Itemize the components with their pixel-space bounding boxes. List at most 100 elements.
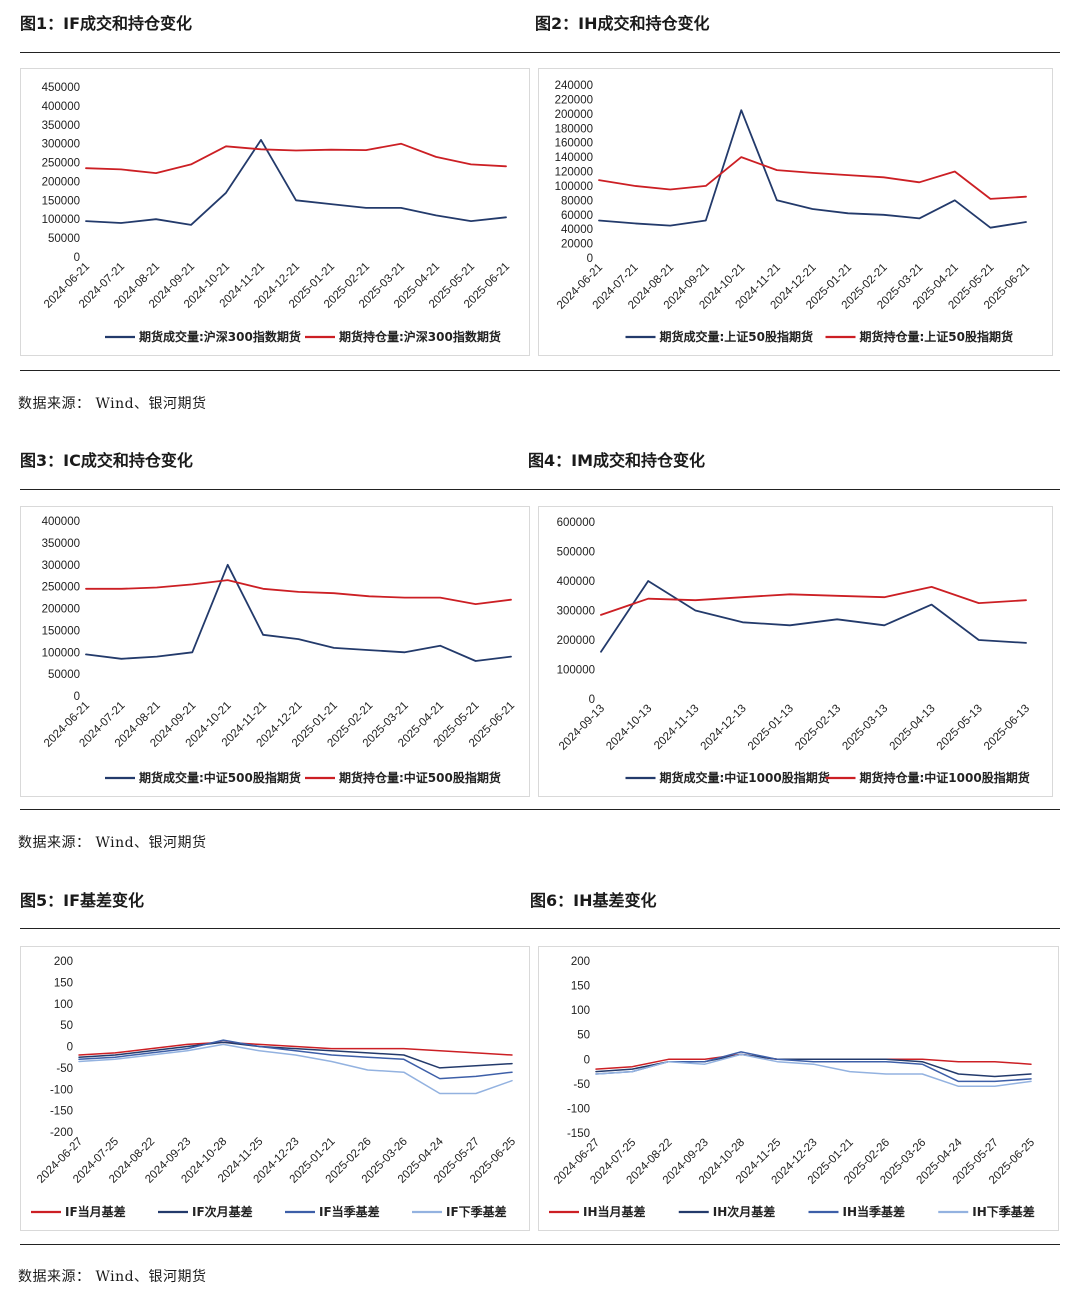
series-line-3 <box>78 1039 513 1080</box>
y-tick-label: 120000 <box>555 167 593 179</box>
series-line-1 <box>85 139 507 226</box>
series-line-2 <box>85 142 507 174</box>
x-tick-label: 2024-11-13 <box>652 703 701 752</box>
y-tick-label: 500000 <box>557 547 595 559</box>
y-tick-label: 350000 <box>42 538 80 550</box>
figure-5-title: 图5：IF基差变化 <box>20 891 145 910</box>
legend-label: 期货持仓量:上证50股指期货 <box>860 329 1014 344</box>
y-tick-label: 60000 <box>561 210 593 222</box>
legend-label: 期货持仓量:中证1000股指期货 <box>860 770 1030 785</box>
x-tick-label: 2025-05-13 <box>935 703 985 753</box>
legend-label: IH当月基差 <box>583 1204 646 1219</box>
y-tick-label: 0 <box>589 694 595 706</box>
y-tick-label: 150000 <box>42 195 80 207</box>
figure-2-title: 图2：IH成交和持仓变化 <box>535 14 710 33</box>
y-tick-label: 200000 <box>557 635 595 647</box>
x-tick-label: 2024-09-13 <box>557 703 607 753</box>
y-tick-label: 100000 <box>42 647 80 659</box>
y-tick-label: 450000 <box>42 82 80 94</box>
series-line-2 <box>78 1041 513 1069</box>
y-tick-label: 400000 <box>42 516 80 528</box>
y-tick-label: 300000 <box>557 606 595 618</box>
y-tick-label: -50 <box>573 1079 590 1091</box>
series-line-1 <box>85 563 512 662</box>
legend-label: 期货成交量:中证1000股指期货 <box>660 770 830 785</box>
legend-label: 期货持仓量:中证500股指期货 <box>339 770 501 785</box>
legend-label: 期货成交量:沪深300指数期货 <box>139 329 301 344</box>
figure-6-chart: -150-100-500501001502002024-06-272024-07… <box>549 956 1037 1219</box>
divider <box>20 52 1060 53</box>
y-tick-label: 600000 <box>557 517 595 529</box>
divider <box>20 928 1060 929</box>
series-line-4 <box>595 1053 1032 1088</box>
divider <box>20 489 1060 490</box>
y-tick-label: -100 <box>567 1103 590 1115</box>
y-tick-label: 150 <box>571 981 590 993</box>
figure-6-chart-panel: -150 -100 -50 0 50 100 150 200 2024-06-27 2024-07… <box>538 946 1059 1231</box>
figure-4-chart: 0 100000 200000 300000 400000 500000 600000 202… <box>557 517 1032 785</box>
series-line-2 <box>595 1053 1032 1078</box>
figure-1-chart-panel: 0 50000 100000 150000 200000 250000 300000 3500… <box>20 68 530 356</box>
y-tick-label: 160000 <box>555 138 593 150</box>
y-tick-label: 200000 <box>42 604 80 616</box>
y-tick-label: 200000 <box>555 109 593 121</box>
legend-label: IF当月基差 <box>65 1204 126 1219</box>
y-tick-label: 20000 <box>561 239 593 251</box>
x-tick-label: 2025-04-13 <box>888 703 938 753</box>
divider <box>20 1244 1060 1245</box>
y-tick-label: 240000 <box>555 80 593 92</box>
figure-4-title: 图4：IM成交和持仓变化 <box>528 451 706 470</box>
y-tick-label: 40000 <box>561 224 593 236</box>
x-tick-label: 2025-02-13 <box>793 703 843 753</box>
y-tick-label: 100000 <box>555 181 593 193</box>
y-tick-label: 0 <box>584 1054 590 1066</box>
figure-3-chart-panel: 0 50000 100000 150000 200000 250000 300000 3500… <box>20 506 530 797</box>
legend-label: IF下季基差 <box>446 1204 507 1219</box>
legend-label: IH下季基差 <box>972 1204 1035 1219</box>
y-tick-label: 220000 <box>555 94 593 106</box>
series-line-2 <box>598 156 1027 200</box>
y-tick-label: -200 <box>50 1127 73 1139</box>
y-tick-label: 350000 <box>42 120 80 132</box>
series-line-1 <box>598 109 1027 229</box>
figure-5-chart: -200-150-100-500501001502002024-06-27202… <box>31 956 518 1219</box>
figure-1-chart: 0 50000 100000 150000 200000 250000 300000 3500… <box>42 82 512 344</box>
y-tick-label: 50000 <box>48 233 80 245</box>
legend-label: 期货成交量:上证50股指期货 <box>660 329 814 344</box>
y-tick-label: 250000 <box>42 582 80 594</box>
y-tick-label: 180000 <box>555 123 593 135</box>
data-source-note: 数据来源： Wind、银河期货 <box>18 1269 207 1285</box>
y-tick-label: 100000 <box>557 665 595 677</box>
y-tick-label: 150 <box>54 977 73 989</box>
figure-3-title: 图3：IC成交和持仓变化 <box>20 451 193 470</box>
x-tick-label: 2024-10-13 <box>604 703 654 753</box>
y-tick-label: 400000 <box>557 576 595 588</box>
series-line-3 <box>595 1051 1032 1083</box>
data-source-note: 数据来源： Wind、银河期货 <box>18 396 207 412</box>
divider <box>20 809 1060 810</box>
x-tick-label: 2024-12-13 <box>699 703 749 753</box>
y-tick-label: 50000 <box>48 669 80 681</box>
y-tick-label: 100 <box>54 999 73 1011</box>
divider <box>20 370 1060 371</box>
y-tick-label: 300000 <box>42 139 80 151</box>
legend-label: 期货成交量:中证500股指期货 <box>139 770 301 785</box>
y-tick-label: -150 <box>567 1128 590 1140</box>
series-line-2 <box>85 579 512 605</box>
figure-4-chart-panel: 0 100000 200000 300000 400000 500000 600000 202… <box>538 506 1053 797</box>
y-tick-label: 100000 <box>42 214 80 226</box>
series-line-4 <box>78 1043 513 1095</box>
legend-label: 期货持仓量:沪深300指数期货 <box>339 329 501 344</box>
series-line-2 <box>600 586 1027 616</box>
series-line-1 <box>600 580 1027 653</box>
y-tick-label: -150 <box>50 1106 73 1118</box>
y-tick-label: -100 <box>50 1084 73 1096</box>
figure-1-title: 图1：IF成交和持仓变化 <box>20 14 193 33</box>
y-tick-label: 0 <box>67 1042 73 1054</box>
y-tick-label: 100 <box>571 1005 590 1017</box>
y-tick-label: 50 <box>577 1030 590 1042</box>
y-tick-label: 400000 <box>42 101 80 113</box>
y-tick-label: 0 <box>587 253 593 265</box>
y-tick-label: 0 <box>74 252 80 264</box>
series-line-1 <box>78 1041 513 1056</box>
